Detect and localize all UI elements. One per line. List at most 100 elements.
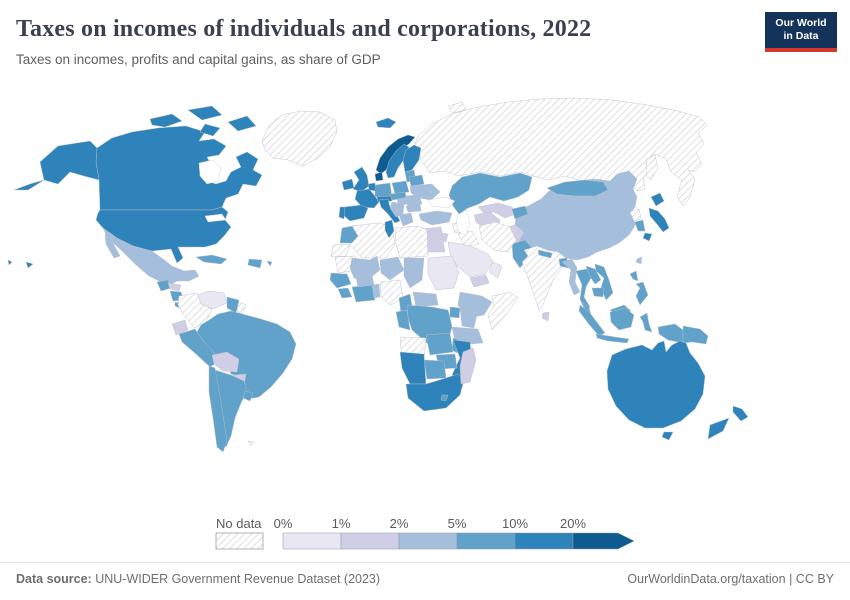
region-finland[interactable]	[402, 144, 422, 173]
region-uk[interactable]	[352, 166, 370, 193]
region-chad[interactable]	[403, 257, 425, 289]
region-myanmar[interactable]	[561, 258, 581, 296]
region-sri-lanka[interactable]	[541, 311, 550, 322]
region-lesotho[interactable]	[440, 394, 449, 402]
region-iceland[interactable]	[375, 117, 397, 129]
region-canada[interactable]	[95, 125, 263, 211]
region-algeria[interactable]	[349, 222, 396, 259]
region-new-zealand-south[interactable]	[707, 417, 730, 440]
legend-bin-2-5[interactable]	[398, 532, 458, 550]
region-somalia[interactable]	[487, 291, 519, 331]
region-niger[interactable]	[379, 256, 405, 281]
region-south-africa[interactable]	[405, 373, 465, 412]
region-aleutians[interactable]	[13, 179, 45, 191]
region-uganda[interactable]	[449, 306, 461, 319]
region-turkey[interactable]	[418, 210, 453, 226]
legend-no-data-swatch[interactable]	[215, 532, 264, 550]
region-bulgaria[interactable]	[405, 203, 422, 213]
region-sierra-liberia[interactable]	[337, 287, 353, 299]
region-senegal-guinea[interactable]	[329, 272, 352, 289]
region-botswana[interactable]	[423, 359, 447, 380]
region-gabon-congo[interactable]	[395, 309, 411, 331]
region-canada-island[interactable]	[199, 123, 221, 137]
region-togo-benin[interactable]	[371, 283, 381, 299]
region-central-african-republic[interactable]	[412, 291, 439, 308]
region-ireland[interactable]	[341, 178, 355, 191]
region-tasmania[interactable]	[661, 431, 674, 441]
region-western-sahara[interactable]	[330, 243, 351, 258]
legend-bin-10-20[interactable]	[514, 532, 574, 550]
region-taiwan[interactable]	[635, 256, 643, 265]
region-benelux[interactable]	[367, 182, 377, 192]
region-west-papua[interactable]	[657, 323, 684, 344]
region-greece[interactable]	[398, 212, 414, 227]
footer-link[interactable]: OurWorldinData.org/taxation	[627, 572, 786, 586]
region-cambodia[interactable]	[591, 287, 605, 298]
region-madagascar[interactable]	[459, 347, 477, 385]
region-alaska[interactable]	[39, 140, 100, 185]
legend-bin-5-10[interactable]	[456, 532, 516, 550]
region-italy[interactable]	[378, 198, 401, 224]
region-sumatra[interactable]	[578, 304, 606, 337]
region-kyrgyzstan-tajikistan[interactable]	[511, 205, 529, 220]
region-japan-hokkaido[interactable]	[650, 192, 665, 207]
region-oman[interactable]	[488, 261, 503, 279]
region-north-korea[interactable]	[629, 208, 642, 222]
region-nigeria[interactable]	[379, 279, 404, 306]
legend-bin-20+[interactable]	[572, 532, 635, 550]
region-mali[interactable]	[349, 255, 381, 283]
region-mexico[interactable]	[102, 227, 200, 288]
region-japan-kyushu[interactable]	[642, 232, 653, 242]
region-kenya[interactable]	[459, 307, 479, 329]
region-vietnam[interactable]	[594, 263, 614, 301]
region-tunisia[interactable]	[384, 219, 395, 239]
region-hawaii[interactable]	[25, 261, 34, 269]
region-zambia[interactable]	[425, 332, 454, 356]
region-cuba[interactable]	[195, 254, 228, 265]
region-java[interactable]	[595, 333, 630, 344]
region-uruguay[interactable]	[242, 390, 254, 402]
region-portugal[interactable]	[338, 206, 346, 220]
region-philippines-luzon[interactable]	[629, 270, 639, 282]
region-chile[interactable]	[208, 365, 228, 453]
region-philippines-south[interactable]	[635, 281, 649, 306]
region-france[interactable]	[354, 188, 380, 209]
region-sudan[interactable]	[427, 255, 460, 291]
region-spain[interactable]	[341, 204, 369, 222]
region-mongolia[interactable]	[546, 179, 609, 197]
region-namibia[interactable]	[399, 351, 427, 385]
region-honduras[interactable]	[167, 282, 182, 292]
region-falkland[interactable]	[247, 440, 255, 447]
region-thailand[interactable]	[575, 268, 592, 312]
region-bolivia[interactable]	[211, 351, 240, 373]
region-libya[interactable]	[394, 225, 429, 259]
region-kazakhstan[interactable]	[448, 172, 533, 215]
region-ivory-coast-ghana[interactable]	[351, 284, 376, 303]
region-greenland[interactable]	[261, 110, 338, 167]
region-svalbard[interactable]	[447, 101, 467, 114]
region-ecuador[interactable]	[171, 319, 189, 336]
region-papua-new-guinea[interactable]	[682, 325, 709, 345]
region-iran[interactable]	[478, 221, 517, 253]
region-india[interactable]	[521, 245, 567, 311]
legend-bin-0-1[interactable]	[282, 532, 342, 550]
region-puerto-rico[interactable]	[266, 260, 273, 267]
region-baja[interactable]	[104, 231, 121, 259]
region-canada-island[interactable]	[149, 113, 183, 128]
region-poland[interactable]	[391, 180, 410, 195]
region-australia[interactable]	[606, 340, 706, 429]
region-hawaii[interactable]	[7, 259, 13, 266]
region-denmark[interactable]	[374, 171, 384, 182]
region-sulawesi[interactable]	[639, 312, 653, 333]
region-sakhalin[interactable]	[645, 154, 659, 181]
legend-bin-1-2[interactable]	[340, 532, 400, 550]
region-kalimantan[interactable]	[609, 307, 635, 331]
region-japan-honshu[interactable]	[648, 207, 670, 233]
region-belarus[interactable]	[408, 174, 425, 187]
region-hispaniola[interactable]	[247, 258, 263, 269]
region-yemen[interactable]	[469, 274, 490, 288]
region-nepal[interactable]	[537, 249, 553, 259]
region-canada-island[interactable]	[187, 105, 223, 121]
region-new-zealand-north[interactable]	[732, 405, 749, 422]
region-canada-island[interactable]	[227, 115, 257, 132]
